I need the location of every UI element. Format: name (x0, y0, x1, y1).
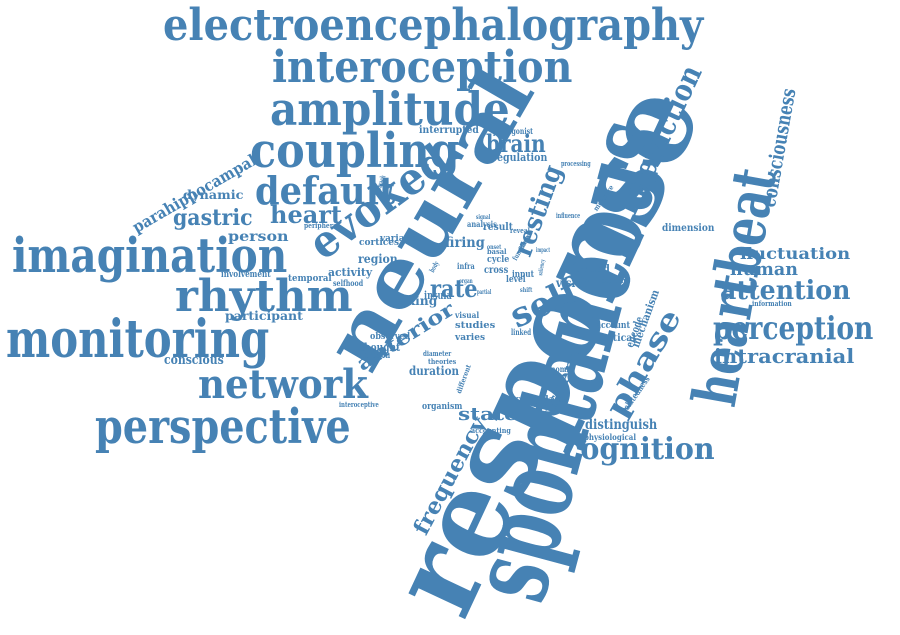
word-organ: organ (459, 278, 473, 285)
word-temporal: temporal (288, 274, 332, 284)
word-consciousness: consciousness (756, 86, 801, 209)
word-perspective: perspective (95, 399, 351, 455)
word-organism: organism (422, 402, 463, 412)
word-influence: influence (556, 211, 581, 220)
word-involvement: involvement (221, 270, 271, 280)
word-rhythm: rhythm (175, 271, 353, 322)
word-coupling: coupling (250, 123, 460, 179)
word-cloud: electroencephalography interoception amp… (6, 0, 874, 635)
word-cortical: cortical (596, 333, 636, 344)
word-distinguish: distinguish (585, 417, 658, 433)
word-partial: partial (477, 289, 492, 296)
word-duration: duration (409, 364, 460, 378)
word-monitoring: monitoring (6, 309, 270, 370)
word-basal: basal (487, 247, 507, 256)
word-shift: shift (520, 287, 533, 294)
word-input: input (512, 270, 534, 280)
word-dimension: dimension (662, 223, 715, 234)
word-amplitude: amplitude (270, 82, 510, 136)
word-participant: participant (225, 309, 303, 323)
word-regulation: regulation (492, 151, 548, 164)
word-linked: linked (511, 327, 532, 337)
word-peripheral: peripheral (304, 221, 340, 230)
word-accounting: accounting (471, 426, 511, 435)
word-cognition: cognition (563, 432, 715, 467)
word-human: human (730, 259, 798, 280)
word-level: level (506, 275, 526, 285)
word-autonomic: autonomic (535, 364, 573, 374)
word-variance: variance (380, 234, 422, 244)
word-brain: brain (486, 129, 546, 158)
word-intracranial: intracranial (714, 344, 855, 368)
word-state: state (458, 404, 518, 425)
word-default: default (255, 168, 396, 213)
word-signal: signal (476, 214, 491, 221)
word-interoceptive: interoceptive (339, 400, 379, 409)
word-infra: infra (457, 261, 475, 271)
word-cycle: cycle (487, 255, 510, 265)
word-insula: insula (424, 289, 452, 302)
word-cingulate: cingulate (515, 395, 566, 405)
word-selfhood: selfhood (333, 278, 364, 288)
word-processing: processing (561, 159, 591, 168)
word-thought: thought (360, 341, 401, 354)
word-network: network (198, 361, 368, 408)
word-electroencephalography: electroencephalography (163, 0, 704, 51)
word-perception: perception (713, 309, 874, 347)
word-firing: firing (445, 235, 485, 251)
word-taking: taking (393, 294, 438, 308)
word-attention: attention (720, 276, 851, 306)
word-cognitive: cognitive (602, 276, 631, 285)
word-activity: activity (328, 266, 373, 279)
word-studies: studies (455, 321, 496, 331)
word-protagonist: protagonist (493, 126, 534, 136)
word-rate: rate (430, 274, 478, 303)
word-region: region (358, 252, 398, 266)
word-visual: visual (455, 310, 480, 320)
word-result: result (483, 222, 513, 233)
word-related: related (570, 264, 610, 275)
word-physiological: physiological (584, 432, 637, 442)
word-analysis: analysis (467, 219, 497, 229)
word-information: information (752, 299, 792, 308)
word-account: account (596, 321, 631, 331)
word-gastric: gastric (173, 205, 253, 231)
word-theories: theories (428, 357, 457, 366)
word-function: function (360, 350, 391, 361)
word-imagination: imagination (12, 228, 288, 284)
word-dynamic: dynamic (183, 188, 244, 202)
word-cross: cross (484, 265, 509, 276)
word-reveal: reveal (510, 226, 530, 235)
word-interrupted: interrupted (419, 125, 479, 136)
word-vision: vision (556, 276, 590, 290)
word-conscious: conscious (164, 353, 224, 368)
word-cortices: cortices (359, 238, 400, 248)
word-person: person (228, 229, 289, 245)
word-interoception: interoception (272, 42, 573, 93)
word-diameter: diameter (423, 349, 452, 358)
word-varies: varies (455, 333, 486, 343)
word-observed: observed (370, 332, 411, 342)
word-fluctuation: fluctuation (740, 244, 851, 263)
word-impact: impact (536, 247, 551, 254)
word-heart: heart (270, 200, 342, 229)
word-onset: onset (487, 244, 502, 251)
